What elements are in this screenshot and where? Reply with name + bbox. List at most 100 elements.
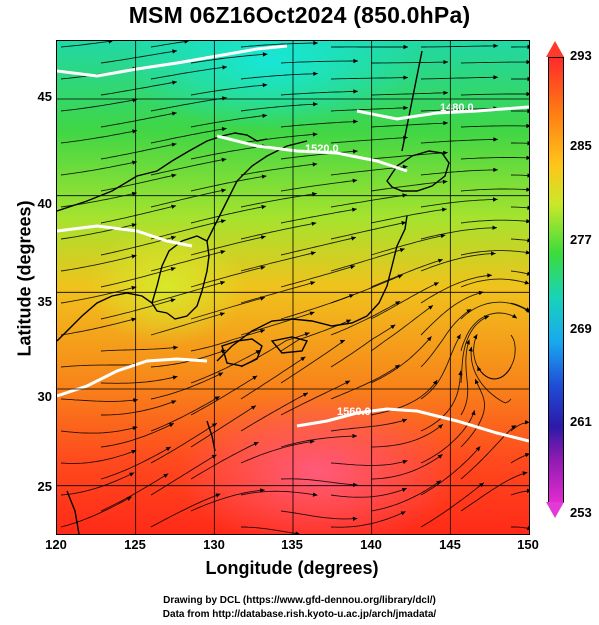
streamline-arrowhead xyxy=(487,273,492,278)
x-tick-145: 145 xyxy=(439,537,461,552)
streamline-arrowhead xyxy=(436,480,441,485)
streamline-arrowhead xyxy=(526,308,529,313)
streamline-arrowhead xyxy=(440,233,446,239)
contour-line-1480 xyxy=(356,105,529,121)
streamline-arrowhead xyxy=(527,173,529,178)
streamline-arrowhead xyxy=(353,89,358,94)
streamline-arrowhead xyxy=(474,379,479,385)
colorbar-tick-285: 285 xyxy=(570,138,592,153)
streamline-arrowhead xyxy=(471,410,476,416)
streamline-arrowhead xyxy=(108,41,113,44)
streamline-arrowhead xyxy=(352,433,357,439)
streamline-arrowhead xyxy=(397,274,403,279)
streamline-arrowhead xyxy=(465,339,470,345)
streamline xyxy=(60,130,138,144)
streamline xyxy=(420,253,496,272)
streamline-arrowhead xyxy=(524,452,529,458)
streamline-arrowhead xyxy=(131,449,137,454)
streamline xyxy=(190,235,266,256)
streamline-arrowhead xyxy=(527,76,529,82)
streamline-arrowhead xyxy=(171,400,177,405)
streamline-arrowhead xyxy=(438,424,443,429)
streamline-arrowhead xyxy=(511,425,517,430)
streamline xyxy=(100,143,177,160)
streamline-arrowhead xyxy=(479,482,484,488)
contour-line-1520 xyxy=(216,134,408,173)
streamline xyxy=(370,423,444,448)
streamline xyxy=(370,180,448,192)
streamline xyxy=(190,375,258,416)
y-tick-30: 30 xyxy=(37,389,52,404)
streamline xyxy=(240,490,318,496)
streamline-arrowhead xyxy=(172,49,177,54)
streamline-arrowhead xyxy=(400,511,406,516)
streamline xyxy=(60,98,138,112)
streamline-arrowhead xyxy=(215,493,221,498)
streamline-arrowhead xyxy=(168,423,174,428)
streamline-arrowhead xyxy=(351,236,356,241)
streamline-arrowhead xyxy=(221,127,227,132)
streamline-arrowhead xyxy=(352,178,358,183)
geopotential-contours xyxy=(57,44,529,443)
streamline xyxy=(240,42,318,48)
x-tick-130: 130 xyxy=(203,537,225,552)
streamline xyxy=(460,301,529,320)
streamline xyxy=(460,339,470,416)
streamline-arrowhead xyxy=(351,207,357,212)
colorbar-tick-269: 269 xyxy=(570,321,592,336)
streamline-arrowhead xyxy=(437,258,443,263)
streamline xyxy=(420,446,481,496)
streamline-arrowhead xyxy=(220,219,226,224)
streamline xyxy=(190,296,266,320)
streamline-arrowhead xyxy=(220,250,226,255)
streamline-arrowhead xyxy=(260,296,265,301)
streamline xyxy=(510,206,529,209)
streamline xyxy=(280,208,357,224)
streamline-arrowhead xyxy=(170,267,176,272)
streamline-arrowhead xyxy=(219,312,225,317)
streamline xyxy=(370,259,444,288)
streamline-arrowhead xyxy=(478,290,484,296)
colorbar-tick-261: 261 xyxy=(570,414,592,429)
streamline xyxy=(190,441,259,480)
streamline xyxy=(240,103,318,112)
streamline xyxy=(101,400,177,416)
streamline xyxy=(510,454,527,464)
streamline xyxy=(330,107,408,112)
streamline xyxy=(190,349,261,384)
streamline xyxy=(280,90,358,96)
streamline xyxy=(330,221,407,240)
streamline xyxy=(60,254,137,272)
streamline-arrowhead xyxy=(401,221,407,226)
streamline xyxy=(420,410,475,464)
streamline-arrowhead xyxy=(171,142,177,147)
streamline xyxy=(190,114,268,128)
streamline-arrowhead xyxy=(526,91,529,97)
streamline-arrowhead xyxy=(170,235,176,240)
streamline-arrowhead xyxy=(437,454,443,459)
streamline xyxy=(60,426,138,434)
streamline-arrowhead xyxy=(261,174,267,179)
y-tick-40: 40 xyxy=(37,196,52,211)
streamline xyxy=(150,250,226,272)
streamline-arrowhead xyxy=(512,313,517,319)
streamline xyxy=(510,174,529,176)
contour-line-left-mid xyxy=(57,224,193,248)
streamline-arrowhead xyxy=(526,271,529,276)
streamline-arrowhead xyxy=(443,150,448,156)
streamline xyxy=(460,315,490,384)
colorbar-tick-293: 293 xyxy=(570,48,592,63)
streamline-arrowhead xyxy=(262,83,268,88)
streamline xyxy=(330,77,409,80)
streamline-arrowhead xyxy=(527,44,529,50)
streamline xyxy=(280,179,358,192)
streamline-arrowhead xyxy=(262,52,268,57)
korean-peninsula xyxy=(151,235,210,320)
streamline-arrowhead xyxy=(399,248,405,253)
streamline xyxy=(330,300,401,336)
kyushu xyxy=(221,338,263,367)
streamline-arrowhead xyxy=(132,426,138,431)
streamline xyxy=(370,92,449,96)
colorbar-tick-253: 253 xyxy=(570,505,592,520)
streamline-arrowhead xyxy=(527,488,529,493)
